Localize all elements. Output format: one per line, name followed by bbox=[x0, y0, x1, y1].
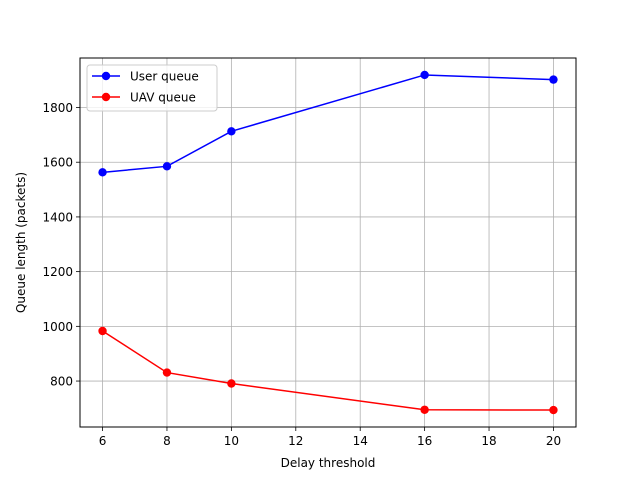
y-tick-label: 1400 bbox=[42, 210, 73, 224]
x-axis-ticks: 6 8 10 12 14 16 18 20 bbox=[99, 427, 561, 448]
y-tick-label: 800 bbox=[50, 375, 73, 389]
data-point bbox=[163, 368, 171, 376]
data-point bbox=[98, 327, 106, 335]
x-tick-label: 12 bbox=[288, 434, 303, 448]
legend: User queue UAV queue bbox=[87, 65, 217, 111]
legend-label: UAV queue bbox=[130, 91, 196, 105]
legend-label: User queue bbox=[130, 70, 199, 84]
y-tick-label: 1200 bbox=[42, 265, 73, 279]
x-tick-label: 14 bbox=[353, 434, 368, 448]
x-tick-label: 20 bbox=[546, 434, 561, 448]
data-point bbox=[549, 406, 557, 414]
x-tick-label: 18 bbox=[481, 434, 496, 448]
data-point bbox=[227, 127, 235, 135]
data-point bbox=[549, 75, 557, 83]
y-tick-label: 1000 bbox=[42, 320, 73, 334]
legend-marker bbox=[102, 93, 110, 101]
grid bbox=[80, 58, 576, 427]
plot-frame bbox=[80, 58, 576, 427]
legend-marker bbox=[102, 72, 110, 80]
x-tick-label: 16 bbox=[417, 434, 432, 448]
x-tick-label: 10 bbox=[224, 434, 239, 448]
data-point bbox=[227, 379, 235, 387]
x-axis-label: Delay threshold bbox=[281, 456, 376, 470]
x-tick-label: 8 bbox=[163, 434, 171, 448]
y-tick-label: 1800 bbox=[42, 101, 73, 115]
y-tick-label: 1600 bbox=[42, 156, 73, 170]
data-point bbox=[98, 168, 106, 176]
y-axis-label: Queue length (packets) bbox=[14, 172, 28, 313]
x-tick-label: 6 bbox=[99, 434, 107, 448]
data-point bbox=[163, 162, 171, 170]
data-point bbox=[420, 406, 428, 414]
data-point bbox=[420, 71, 428, 79]
y-axis-ticks: 800 1000 1200 1400 1600 1800 bbox=[42, 101, 80, 389]
